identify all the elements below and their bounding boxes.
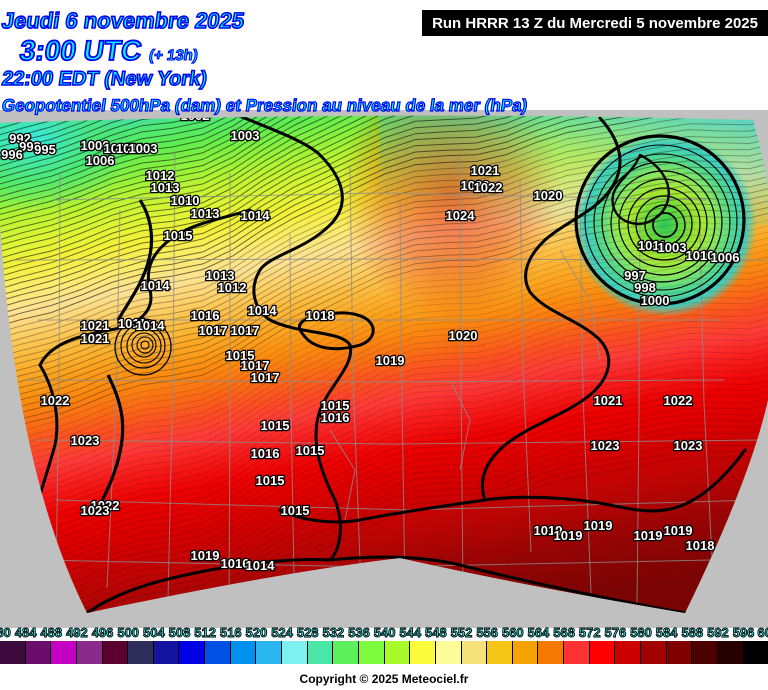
svg-text:1003: 1003 bbox=[129, 141, 158, 156]
svg-text:1003: 1003 bbox=[231, 128, 260, 143]
svg-text:1021: 1021 bbox=[81, 331, 110, 346]
svg-text:1024: 1024 bbox=[446, 208, 476, 223]
svg-text:1006: 1006 bbox=[86, 153, 115, 168]
svg-text:1022: 1022 bbox=[664, 393, 693, 408]
svg-text:1022: 1022 bbox=[474, 180, 503, 195]
svg-text:1003: 1003 bbox=[658, 240, 687, 255]
svg-text:1015: 1015 bbox=[164, 228, 193, 243]
svg-text:1015: 1015 bbox=[261, 418, 290, 433]
svg-text:995: 995 bbox=[34, 142, 56, 157]
svg-text:1018: 1018 bbox=[686, 538, 715, 553]
svg-text:1019: 1019 bbox=[664, 523, 693, 538]
svg-text:1018: 1018 bbox=[306, 308, 335, 323]
svg-text:1016: 1016 bbox=[321, 410, 350, 425]
svg-text:1014: 1014 bbox=[248, 303, 278, 318]
svg-text:1015: 1015 bbox=[281, 503, 310, 518]
svg-text:1019: 1019 bbox=[634, 528, 663, 543]
svg-text:1000: 1000 bbox=[641, 293, 670, 308]
svg-text:1015: 1015 bbox=[296, 443, 325, 458]
svg-text:1023: 1023 bbox=[71, 433, 100, 448]
svg-text:1014: 1014 bbox=[141, 278, 171, 293]
svg-text:1016: 1016 bbox=[251, 446, 280, 461]
svg-text:1020: 1020 bbox=[534, 188, 563, 203]
svg-text:1023: 1023 bbox=[591, 438, 620, 453]
svg-text:1019: 1019 bbox=[191, 548, 220, 563]
svg-text:1019: 1019 bbox=[584, 518, 613, 533]
svg-text:1016: 1016 bbox=[191, 308, 220, 323]
svg-text:1023: 1023 bbox=[674, 438, 703, 453]
svg-text:1017: 1017 bbox=[199, 323, 228, 338]
svg-text:1017: 1017 bbox=[251, 370, 280, 385]
svg-text:1019: 1019 bbox=[376, 353, 405, 368]
svg-text:1017: 1017 bbox=[231, 323, 260, 338]
svg-text:1020: 1020 bbox=[449, 328, 478, 343]
svg-text:1021: 1021 bbox=[594, 393, 623, 408]
svg-text:1012: 1012 bbox=[218, 280, 247, 295]
svg-text:1014: 1014 bbox=[246, 558, 276, 573]
svg-text:1019: 1019 bbox=[554, 528, 583, 543]
svg-text:1021: 1021 bbox=[471, 163, 500, 178]
svg-text:1023: 1023 bbox=[81, 503, 110, 518]
svg-text:1014: 1014 bbox=[136, 318, 166, 333]
svg-text:1014: 1014 bbox=[241, 208, 271, 223]
svg-text:996: 996 bbox=[1, 147, 23, 162]
svg-text:1013: 1013 bbox=[191, 206, 220, 221]
svg-text:1006: 1006 bbox=[711, 250, 740, 265]
svg-text:1015: 1015 bbox=[256, 473, 285, 488]
svg-text:1022: 1022 bbox=[41, 393, 70, 408]
